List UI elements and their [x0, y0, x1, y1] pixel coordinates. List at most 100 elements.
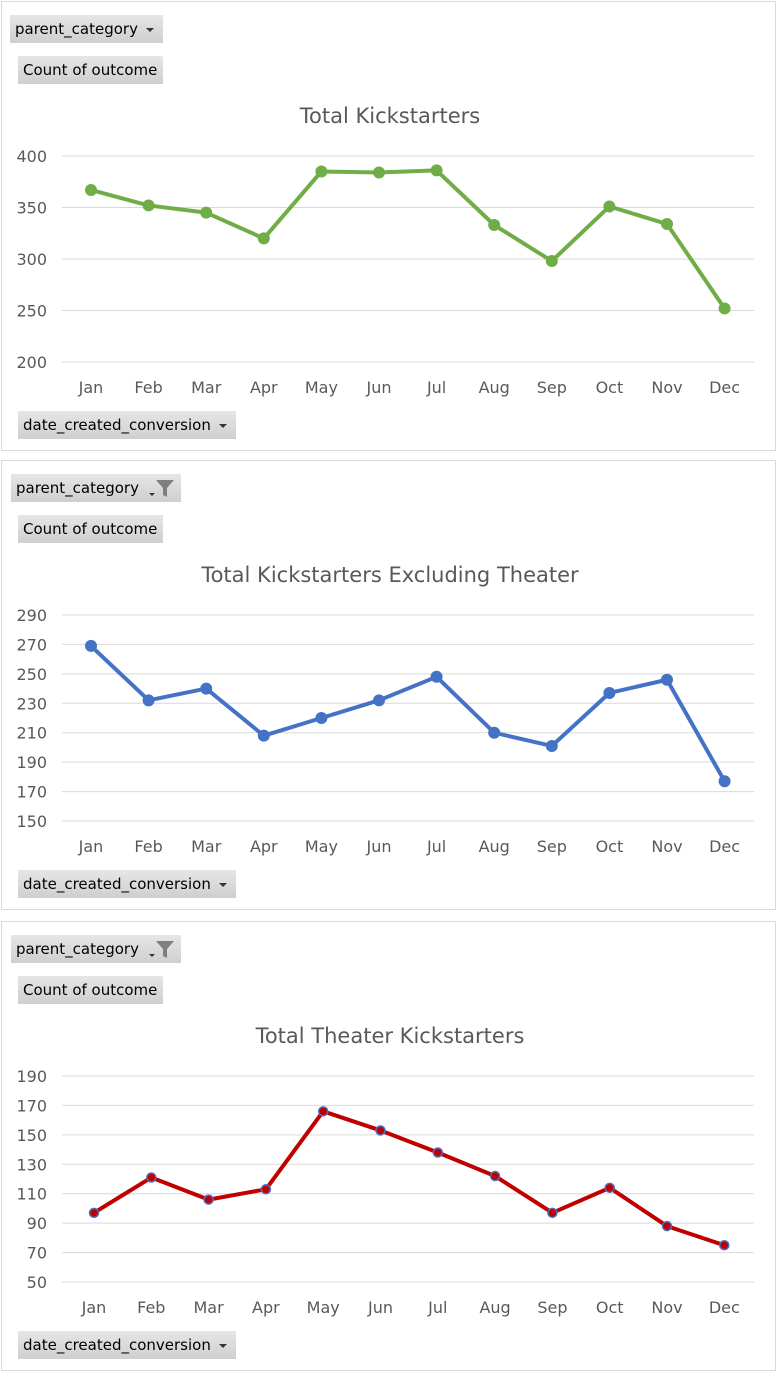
chart-panel-total[interactable]: Total Kickstarters 200 250 300 350 400 Jan Feb M… — [1, 1, 776, 451]
data-point-sep[interactable] — [545, 255, 558, 268]
series-line — [89, 644, 727, 783]
date-field-label: date_created_conversion — [23, 1336, 211, 1354]
date-created-conversion-filter-button[interactable]: date_created_conversion — [18, 1331, 236, 1359]
data-point-may[interactable] — [315, 712, 328, 724]
data-point-mar[interactable] — [203, 1194, 214, 1205]
chart-panel-excluding-theater[interactable]: Total Kickstarters Excluding Theater 150 1… — [1, 460, 776, 910]
y-tick-label: 300 — [16, 250, 47, 269]
data-point-nov[interactable] — [661, 217, 673, 230]
data-point-dec[interactable] — [718, 775, 731, 788]
y-tick-label: 150 — [16, 1126, 47, 1145]
data-point-feb[interactable] — [142, 694, 155, 707]
y-tick-label: 110 — [16, 1185, 47, 1204]
x-tick-label: Oct — [596, 378, 624, 397]
parent-category-filter-button[interactable]: parent_category — [11, 474, 181, 502]
date-field-label: date_created_conversion — [23, 875, 211, 893]
x-tick-label: Jun — [367, 1298, 393, 1317]
data-point-jul[interactable] — [430, 670, 443, 683]
data-point-aug[interactable] — [489, 1170, 501, 1182]
x-tick-label: Apr — [250, 378, 278, 397]
dropdown-arrow-icon — [149, 493, 155, 496]
data-point-jul[interactable] — [432, 1147, 444, 1158]
chart-title: Total Theater Kickstarters — [255, 1024, 525, 1048]
chart-panel-theater[interactable]: Total Theater Kickstarters 50 70 90 110 130 15… — [1, 921, 776, 1371]
y-tick-label: 210 — [16, 724, 47, 743]
x-tick-label: Oct — [596, 837, 624, 856]
date-created-conversion-filter-button[interactable]: date_created_conversion — [18, 411, 236, 439]
x-tick-label: Mar — [191, 378, 222, 397]
chart-title: Total Kickstarters — [299, 104, 480, 128]
data-point-jun[interactable] — [373, 166, 385, 179]
data-point-jul[interactable] — [430, 164, 443, 177]
data-point-sep[interactable] — [545, 739, 558, 752]
data-point-apr[interactable] — [260, 1184, 272, 1195]
data-point-mar[interactable] — [200, 682, 213, 695]
x-tick-label: Apr — [250, 837, 278, 856]
series-line — [90, 168, 727, 310]
x-tick-label: Sep — [537, 837, 567, 856]
data-point-apr[interactable] — [257, 232, 270, 245]
y-tick-label: 190 — [16, 1067, 47, 1086]
data-point-jan[interactable] — [88, 1207, 100, 1219]
dropdown-arrow-icon — [219, 424, 227, 428]
dropdown-arrow-icon — [219, 883, 227, 887]
y-tick-label: 250 — [16, 302, 47, 321]
data-point-nov[interactable] — [661, 1220, 673, 1232]
y-tick-label: 350 — [16, 199, 47, 218]
x-tick-label: Aug — [479, 378, 510, 397]
line-chart: Total Theater Kickstarters 50 70 90 110 130 15… — [16, 1024, 754, 1317]
x-tick-label: Jul — [426, 378, 446, 397]
data-point-oct[interactable] — [604, 1182, 615, 1194]
x-tick-label: Nov — [651, 378, 682, 397]
y-tick-label: 170 — [16, 1096, 47, 1115]
parent-category-label: parent_category — [16, 479, 139, 497]
y-tick-label: 230 — [16, 694, 47, 713]
x-tick-label: Nov — [651, 837, 682, 856]
x-tick-label: May — [305, 837, 338, 856]
x-tick-label: May — [307, 1298, 340, 1317]
data-point-mar[interactable] — [200, 206, 213, 219]
y-tick-label: 90 — [27, 1214, 47, 1233]
x-tick-label: Jul — [427, 1298, 447, 1317]
data-point-jan[interactable] — [85, 183, 97, 196]
y-tick-label: 250 — [16, 665, 47, 684]
data-point-jan[interactable] — [85, 639, 97, 652]
dropdown-arrow-icon — [219, 1344, 227, 1348]
count-of-outcome-field-button[interactable]: Count of outcome — [18, 515, 163, 543]
parent-category-filter-button[interactable]: parent_category — [11, 935, 181, 963]
data-point-oct[interactable] — [603, 686, 616, 699]
line-chart: Total Kickstarters 200 250 300 350 400 Jan Feb M… — [16, 104, 754, 397]
x-tick-label: Sep — [537, 378, 567, 397]
data-point-may[interactable] — [315, 165, 328, 178]
data-point-jun[interactable] — [373, 694, 385, 707]
date-created-conversion-filter-button[interactable]: date_created_conversion — [18, 870, 236, 898]
x-tick-label: Oct — [596, 1298, 624, 1317]
data-point-nov[interactable] — [661, 673, 673, 686]
series-line — [92, 1109, 725, 1248]
chart-title: Total Kickstarters Excluding Theater — [200, 563, 579, 587]
data-point-dec[interactable] — [718, 302, 731, 315]
line-chart: Total Kickstarters Excluding Theater 150 1… — [16, 563, 754, 856]
y-tick-label: 200 — [16, 353, 47, 372]
dropdown-arrow-icon — [146, 28, 154, 32]
data-point-aug[interactable] — [488, 726, 501, 739]
data-point-oct[interactable] — [603, 200, 616, 213]
x-tick-label: Mar — [191, 837, 222, 856]
parent-category-filter-button[interactable]: parent_category — [10, 15, 163, 43]
data-point-may[interactable] — [317, 1106, 329, 1117]
y-tick-label: 50 — [27, 1273, 47, 1292]
count-of-outcome-field-button[interactable]: Count of outcome — [18, 56, 163, 84]
data-point-dec[interactable] — [719, 1239, 730, 1251]
y-tick-label: 170 — [16, 783, 47, 802]
data-point-aug[interactable] — [488, 219, 501, 232]
data-point-feb[interactable] — [142, 199, 155, 212]
filter-funnel-icon — [156, 941, 174, 958]
data-point-feb[interactable] — [146, 1172, 157, 1183]
x-tick-label: Mar — [194, 1298, 225, 1317]
data-point-apr[interactable] — [257, 729, 270, 742]
count-of-outcome-field-button[interactable]: Count of outcome — [18, 976, 163, 1004]
data-point-jun[interactable] — [375, 1125, 386, 1136]
data-point-sep[interactable] — [547, 1207, 558, 1219]
filter-funnel-icon — [156, 480, 174, 497]
parent-category-label: parent_category — [15, 20, 138, 38]
